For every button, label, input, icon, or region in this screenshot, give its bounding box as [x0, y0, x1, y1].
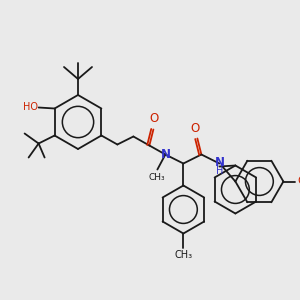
Text: CH₃: CH₃	[148, 172, 165, 182]
Text: N: N	[160, 148, 170, 161]
Text: HO: HO	[22, 101, 38, 112]
Text: O: O	[191, 122, 200, 134]
Text: CH₃: CH₃	[174, 250, 192, 260]
Text: H: H	[216, 167, 223, 176]
Text: N: N	[214, 156, 224, 169]
Text: O: O	[297, 176, 300, 187]
Text: O: O	[150, 112, 159, 125]
